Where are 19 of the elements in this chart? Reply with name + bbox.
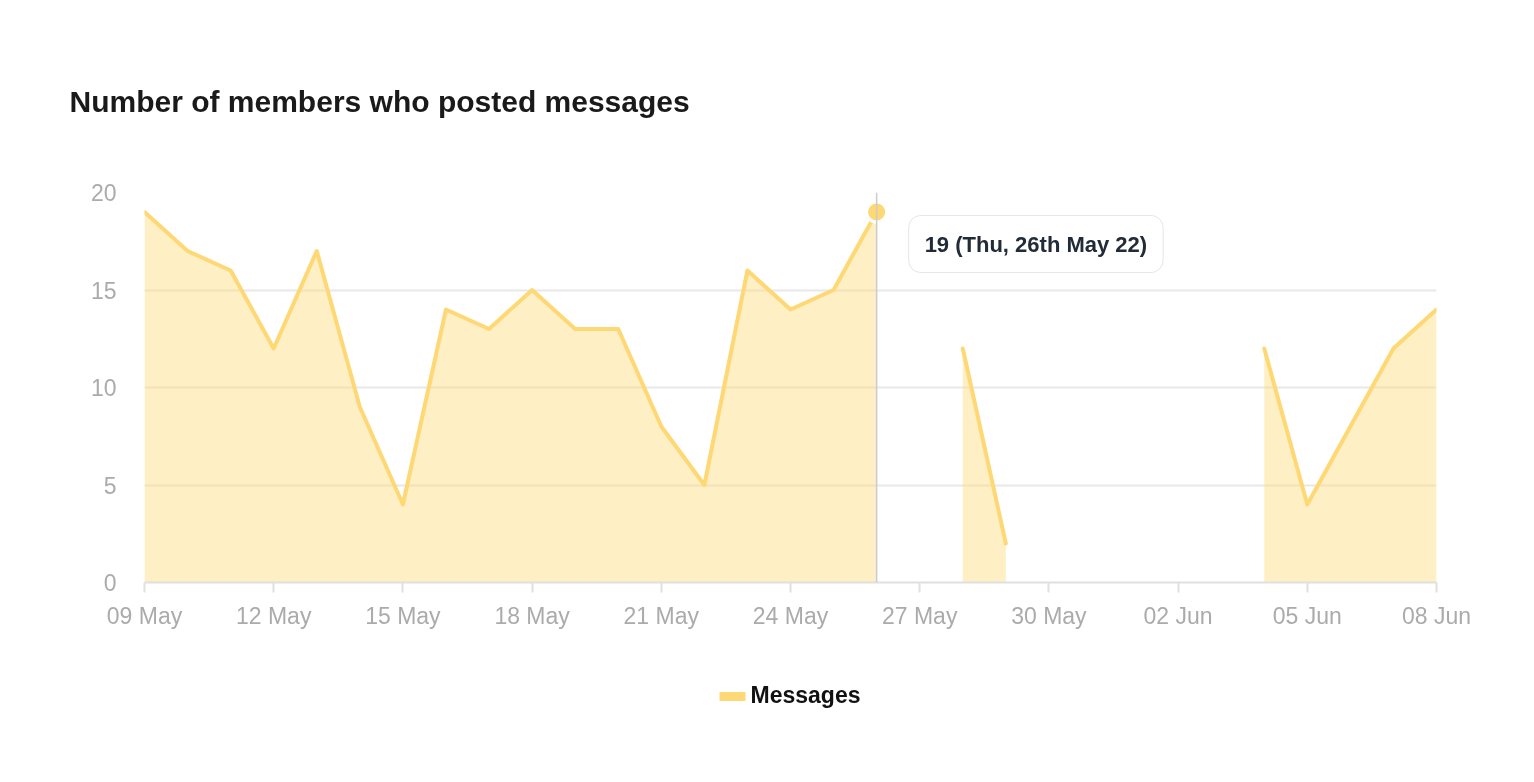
y-tick-label: 15 xyxy=(90,277,117,304)
y-tick-label: 20 xyxy=(90,180,117,206)
y-tick-label: 10 xyxy=(90,375,117,401)
x-tick-label: 09 May xyxy=(106,602,183,629)
annotation: 19 (Thu, 26th May 22) xyxy=(924,231,1148,257)
x-tick-label: 02 Jun xyxy=(1143,602,1213,629)
x-tick-label: 21 May xyxy=(623,602,700,629)
x-tick-label: 30 May xyxy=(1011,602,1088,629)
x-tick-label: 12 May xyxy=(235,602,312,629)
legend-label: Messages xyxy=(750,682,861,709)
y-tick-label: 5 xyxy=(103,472,117,499)
chart-title: Number of members who posted messages xyxy=(69,84,690,118)
y-tick-label: 0 xyxy=(103,570,117,596)
x-tick-label: 18 May xyxy=(494,602,571,629)
x-tick-label: 27 May xyxy=(881,602,958,629)
x-tick-label: 15 May xyxy=(365,602,442,629)
x-tick-label: 24 May xyxy=(752,602,829,629)
x-tick-label: 08 Jun xyxy=(1401,602,1472,629)
x-tick-label: 05 Jun xyxy=(1272,602,1342,629)
